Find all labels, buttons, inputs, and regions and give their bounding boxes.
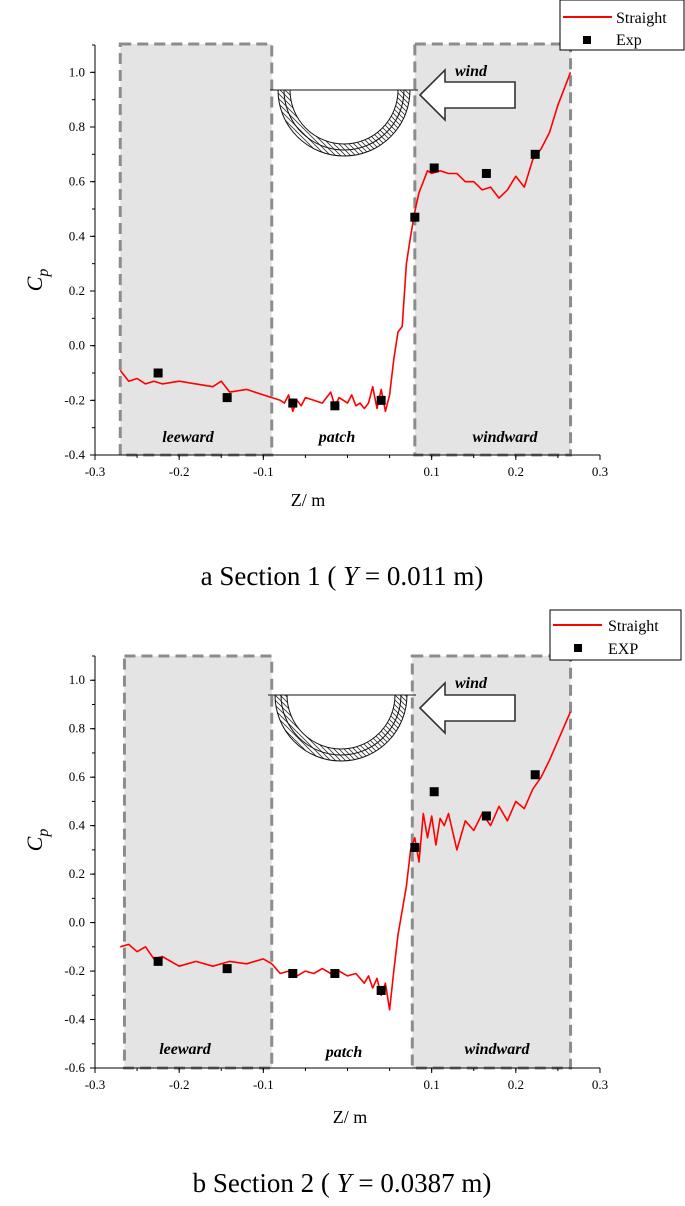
data-point-exp	[376, 985, 386, 995]
y-tick-label: -0.2	[64, 963, 85, 978]
y-tick-label: 0.8	[69, 721, 85, 736]
data-point-exp	[481, 168, 491, 178]
x-tick-label: -0.1	[253, 464, 274, 479]
legend-marker-swatch	[583, 36, 591, 44]
legend-marker-label: EXP	[608, 641, 638, 658]
series-straight	[119, 711, 572, 1011]
wind-label: wind	[455, 675, 488, 692]
svg-text:Cp: Cp	[22, 269, 52, 292]
x-tick-label: 0.1	[424, 1077, 440, 1092]
legend-line-label: Straight	[616, 10, 667, 27]
y-tick-label: -0.4	[64, 1012, 85, 1027]
y-tick-label: 0.4	[69, 228, 86, 243]
y-axis-label: Cp	[22, 269, 52, 292]
data-point-exp	[288, 398, 298, 408]
svg-text:Cp: Cp	[22, 829, 52, 852]
series-line-straight	[119, 72, 572, 413]
x-tick-label: -0.2	[169, 1077, 190, 1092]
y-tick-label: 0.0	[69, 338, 85, 353]
series-line-straight	[119, 711, 572, 1011]
legend: Straight Exp	[559, 0, 685, 51]
y-tick-label: 0.6	[69, 174, 86, 189]
y-tick-label: -0.6	[64, 1060, 85, 1075]
chart-section-1: wind -0.4 -0.2 0.0 0.2 0.4 0.6 0.8 1.0 -0.3 -0.2…	[22, 0, 685, 591]
region-leeward	[118, 42, 274, 457]
chart-section-2: wind -0.6 -0.4 -0.2 0.0 0.2 0.4 0.6 0.8 1.0 -0.3…	[22, 609, 682, 1198]
series-straight	[119, 72, 572, 413]
series-exp	[153, 149, 540, 411]
x-axis-label: Z/ m	[291, 490, 326, 510]
y-tick-label: 0.2	[69, 866, 85, 881]
windward-label: windward	[473, 429, 539, 446]
patch-label: patch	[324, 1044, 363, 1061]
data-point-exp	[481, 811, 491, 821]
x-tick-label: 0.3	[592, 1077, 608, 1092]
data-point-exp	[153, 956, 163, 966]
y-tick-label: 0.0	[69, 915, 85, 930]
y-tick-label: 1.0	[69, 64, 85, 79]
leeward-label: leeward	[159, 1041, 212, 1058]
wind-label: wind	[455, 63, 488, 80]
data-point-exp	[376, 395, 386, 405]
x-tick-label: 0.2	[508, 464, 524, 479]
wind-arrow-icon	[418, 68, 516, 122]
y-tick-label: -0.4	[64, 447, 85, 462]
x-axis-ticks: -0.3 -0.2 -0.1 0.1 0.2 0.3	[85, 455, 608, 479]
data-point-exp	[330, 968, 340, 978]
data-point-exp	[530, 149, 540, 159]
data-point-exp	[429, 787, 439, 797]
tire-cross-section-icon	[270, 89, 418, 157]
x-tick-label: 0.2	[508, 1077, 524, 1092]
y-tick-label: 0.8	[69, 119, 85, 134]
y-axis-label-main: C	[22, 276, 47, 291]
y-axis-label: Cp	[22, 829, 52, 852]
x-tick-label: 0.1	[424, 464, 440, 479]
x-tick-label: -0.3	[85, 1077, 106, 1092]
windward-label: windward	[465, 1041, 531, 1058]
legend: Straight EXP	[549, 609, 682, 661]
caption-section-1: a Section 1 ( Y = 0.011 m)	[201, 561, 484, 591]
y-tick-label: 0.6	[69, 769, 86, 784]
series-exp	[153, 770, 540, 995]
data-point-exp	[153, 368, 163, 378]
y-tick-label: 0.4	[69, 818, 86, 833]
x-tick-label: -0.3	[85, 464, 106, 479]
data-point-exp	[222, 964, 232, 974]
y-axis-label-sub: p	[35, 829, 52, 838]
y-tick-label: -0.2	[64, 392, 85, 407]
data-point-exp	[530, 770, 540, 780]
data-point-exp	[222, 393, 232, 403]
y-axis-ticks: -0.4 -0.2 0.0 0.2 0.4 0.6 0.8 1.0	[64, 44, 95, 462]
y-tick-label: 1.0	[69, 672, 85, 687]
x-axis-label: Z/ m	[333, 1107, 368, 1127]
legend-marker-swatch	[574, 644, 582, 652]
wind-arrow-icon	[418, 681, 516, 735]
patch-label: patch	[317, 429, 356, 446]
x-tick-label: -0.1	[253, 1077, 274, 1092]
y-axis-label-sub: p	[35, 269, 52, 278]
tire-cross-section-icon	[268, 694, 416, 762]
x-tick-label: 0.3	[592, 464, 608, 479]
y-tick-label: 0.2	[69, 283, 85, 298]
legend-marker-label: Exp	[616, 32, 642, 49]
region-boxes	[122, 654, 573, 1070]
caption-section-2: b Section 2 ( Y = 0.0387 m)	[193, 1168, 492, 1198]
x-tick-label: -0.2	[169, 464, 190, 479]
data-point-exp	[410, 842, 420, 852]
region-leeward	[122, 654, 274, 1070]
data-point-exp	[330, 401, 340, 411]
x-axis-ticks: -0.3 -0.2 -0.1 0.1 0.2 0.3	[85, 1068, 608, 1092]
y-axis-label-main: C	[22, 836, 47, 851]
data-point-exp	[410, 212, 420, 222]
data-point-exp	[429, 163, 439, 173]
y-axis-ticks: -0.6 -0.4 -0.2 0.0 0.2 0.4 0.6 0.8 1.0	[64, 655, 95, 1075]
legend-line-label: Straight	[608, 618, 659, 635]
data-point-exp	[288, 968, 298, 978]
leeward-label: leeward	[162, 429, 215, 446]
